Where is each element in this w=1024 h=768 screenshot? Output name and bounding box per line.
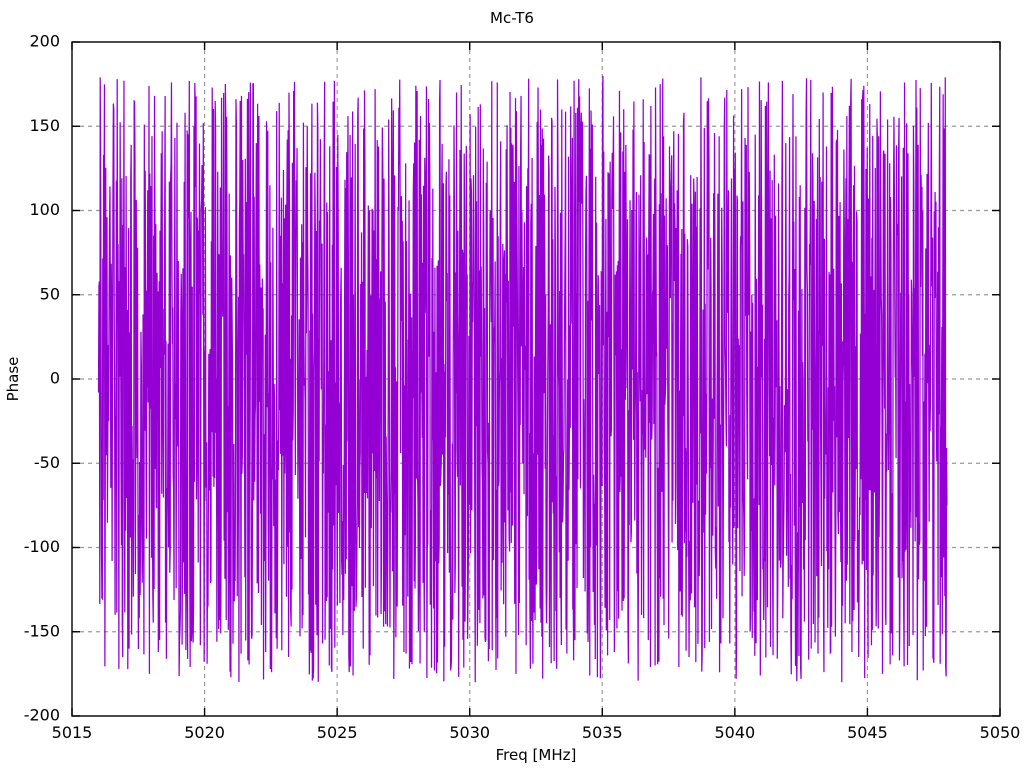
y-tick-label: 0 (50, 369, 60, 388)
y-axis-title: Phase (4, 357, 22, 402)
y-tick-labels: -200 -150 -100 -50 0 50 100 150 200 (24, 32, 60, 725)
x-tick-label: 5050 (980, 723, 1021, 742)
y-tick-label: -50 (34, 453, 60, 472)
x-tick-label: 5045 (847, 723, 888, 742)
x-axis-title: Freq [MHz] (496, 746, 577, 764)
x-tick-label: 5015 (52, 723, 93, 742)
data-series-layer (97, 75, 948, 683)
y-tick-label: -150 (24, 621, 60, 640)
y-tick-label: -200 (24, 706, 60, 725)
y-tick-label: 50 (40, 284, 60, 303)
x-tick-label: 5030 (449, 723, 490, 742)
y-tick-label: 150 (29, 116, 60, 135)
y-tick-label: -100 (24, 537, 60, 556)
x-tick-label: 5025 (317, 723, 358, 742)
x-tick-label: 5020 (184, 723, 225, 742)
chart-title: Mc-T6 (490, 9, 534, 27)
x-tick-labels: 5015 5020 5025 5030 5035 5040 5045 5050 (52, 723, 1021, 742)
x-tick-label: 5040 (714, 723, 755, 742)
x-tick-label: 5035 (582, 723, 623, 742)
data-series-line (97, 75, 948, 683)
y-tick-label: 100 (29, 200, 60, 219)
y-tick-label: 200 (29, 32, 60, 51)
axis-ticks (71, 41, 1001, 717)
